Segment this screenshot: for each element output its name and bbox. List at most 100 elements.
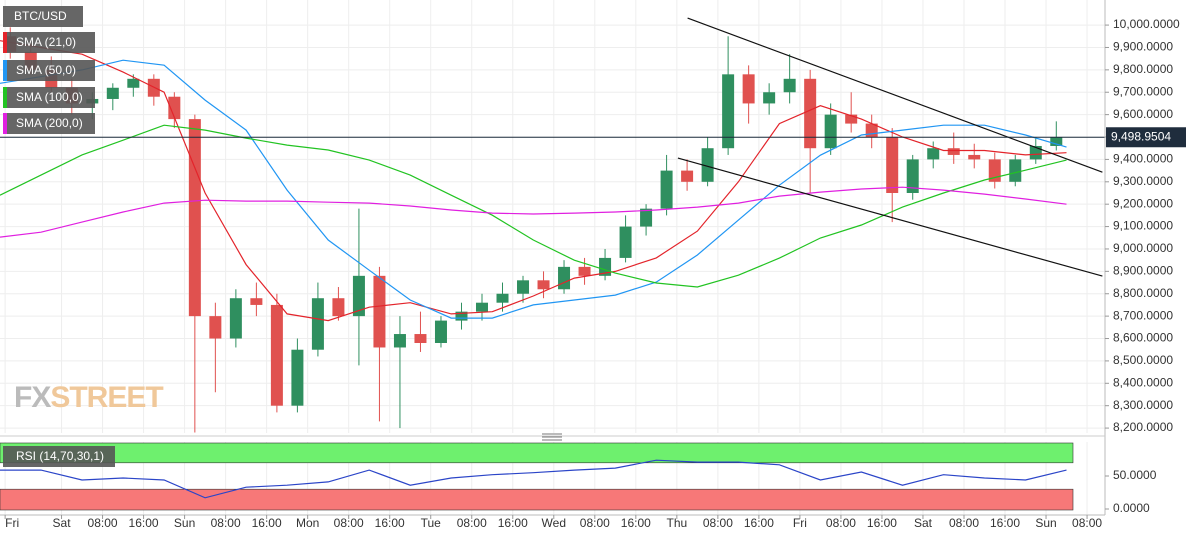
candle-body: [188, 119, 201, 317]
series-line: [0, 459, 1067, 499]
x-tick-label: Fri: [5, 516, 19, 530]
legend-swatch: [3, 113, 7, 134]
legend-swatch: [3, 87, 7, 108]
x-tick-label: 08:00: [334, 516, 364, 530]
candle-body: [434, 320, 447, 343]
x-tick-label: Sat: [53, 516, 72, 530]
x-tick-label: 16:00: [498, 516, 528, 530]
candle-body: [291, 349, 304, 406]
rsi-label-box: [3, 446, 115, 467]
last-price-box: [1106, 127, 1186, 148]
x-tick-label: 08:00: [703, 516, 733, 530]
candle-body: [373, 275, 386, 348]
legend-box: [3, 60, 95, 81]
candle-body: [127, 78, 140, 88]
x-tick-label: 16:00: [744, 516, 774, 530]
candle-body: [250, 298, 263, 305]
candle-body: [578, 266, 591, 276]
series-line: [0, 186, 1067, 238]
candle-body: [393, 334, 406, 348]
y-tick-label: 10,000.0000: [1113, 17, 1180, 31]
y-tick-label: 8,400.0000: [1113, 375, 1173, 389]
series-line: [0, 124, 1067, 288]
candle-body: [1050, 137, 1063, 146]
candle-body: [681, 170, 694, 182]
plot: [0, 17, 1105, 511]
y-tick-label: 9,700.0000: [1113, 84, 1173, 98]
candle-body: [517, 280, 530, 294]
y-tick-label: 9,600.0000: [1113, 107, 1173, 121]
series-line: [0, 59, 1067, 319]
y-tick-label: 9,000.0000: [1113, 241, 1173, 255]
y-tick-label: 8,600.0000: [1113, 331, 1173, 345]
y-tick-label: 8,900.0000: [1113, 264, 1173, 278]
candle-body: [701, 148, 714, 182]
candle-body: [1009, 159, 1022, 182]
legend-box: [3, 113, 95, 134]
last-price-label: 9,498.9504: [1111, 129, 1171, 143]
watermark-suffix: STREET: [50, 381, 163, 414]
y-tick-label: 0.0000: [1113, 501, 1150, 515]
candle-body: [824, 114, 837, 149]
watermark: FXSTREET: [14, 381, 163, 414]
legend-label: SMA (21,0): [16, 35, 76, 49]
y-tick-label: 50.0000: [1113, 468, 1157, 482]
rsi-label: RSI (14,70,30,1): [16, 449, 104, 463]
x-tick-label: 16:00: [990, 516, 1020, 530]
candle-body: [414, 334, 427, 343]
x-tick-label: 16:00: [375, 516, 405, 530]
x-tick-label: 16:00: [621, 516, 651, 530]
y-tick-label: 9,400.0000: [1113, 152, 1173, 166]
candle-body: [106, 87, 119, 99]
legend-label: SMA (200,0): [16, 116, 83, 130]
candle-body: [947, 148, 960, 155]
series-line: [677, 157, 1103, 277]
x-tick-label: Mon: [296, 516, 319, 530]
axes: Fri Sat 08:00 16:00 Sun 08:00 16:00 Mon 08:00 16:…: [4, 17, 1186, 530]
legend: BTC/USD SMA (21,0) SMA (50,0) SMA (100,0) S…: [3, 6, 95, 134]
candle-body: [722, 74, 735, 149]
y-tick-label: 9,200.0000: [1113, 196, 1173, 210]
x-tick-label: 08:00: [457, 516, 487, 530]
x-tick-label: 16:00: [867, 516, 897, 530]
candle-body: [558, 266, 571, 290]
candle-body: [496, 293, 509, 303]
y-tick-label: 9,100.0000: [1113, 219, 1173, 233]
x-tick-label: 08:00: [949, 516, 979, 530]
candle-body: [988, 159, 1001, 182]
candle-body: [168, 96, 181, 120]
x-tick-label: Sun: [1035, 516, 1056, 530]
candle-body: [455, 311, 468, 321]
x-tick-label: Sun: [174, 516, 195, 530]
candle-body: [640, 208, 653, 227]
legend-box: [3, 6, 83, 27]
candle-body: [927, 148, 940, 160]
candle-body: [845, 114, 858, 124]
x-tick-label: 08:00: [211, 516, 241, 530]
x-tick-label: Sat: [914, 516, 933, 530]
legend-label: SMA (100,0): [16, 90, 83, 104]
x-tick-label: Thu: [667, 516, 688, 530]
y-tick-label: 8,800.0000: [1113, 286, 1173, 300]
candle-body: [475, 302, 488, 312]
candle-body: [968, 154, 981, 160]
y-tick-label: 8,200.0000: [1113, 420, 1173, 434]
candle-body: [352, 275, 365, 317]
candle-body: [804, 78, 817, 149]
y-tick-label: 8,300.0000: [1113, 398, 1173, 412]
legend-swatch: [3, 60, 7, 81]
candle-body: [270, 304, 283, 406]
x-tick-label: Wed: [542, 516, 566, 530]
legend-swatch: [3, 32, 7, 53]
y-tick-label: 8,700.0000: [1113, 308, 1173, 322]
candle-body: [209, 316, 222, 339]
legend-box: [3, 32, 95, 53]
x-tick-label: 08:00: [826, 516, 856, 530]
x-tick-label: 16:00: [252, 516, 282, 530]
candle-body: [660, 170, 673, 209]
candle-body: [1029, 145, 1042, 160]
candle-body: [537, 280, 550, 290]
candle-body: [742, 74, 755, 104]
candle-body: [619, 226, 632, 258]
